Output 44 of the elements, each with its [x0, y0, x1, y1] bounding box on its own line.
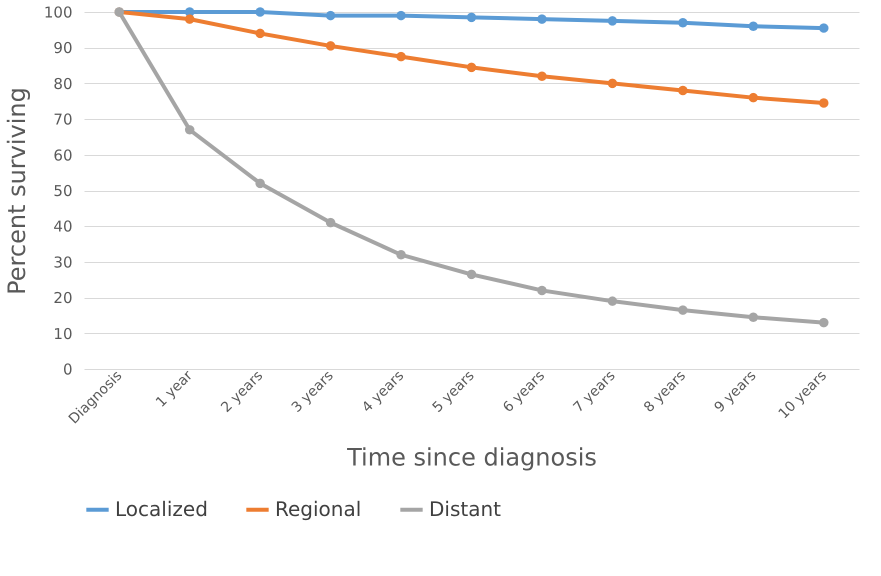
y-tick-label: 50	[53, 182, 72, 200]
legend-label: Localized	[115, 496, 208, 521]
y-tick-label: 80	[53, 74, 72, 93]
point	[326, 10, 336, 20]
point	[396, 52, 406, 62]
point	[184, 125, 194, 135]
point	[819, 23, 829, 33]
point	[819, 98, 829, 108]
point	[608, 78, 618, 88]
point	[537, 286, 547, 296]
y-tick-label: 10	[53, 324, 72, 343]
point	[396, 10, 406, 20]
point	[608, 296, 618, 306]
point	[466, 12, 476, 22]
point	[748, 22, 758, 32]
x-axis-title: Time since diagnosis	[346, 444, 597, 472]
y-tick-label: 20	[53, 289, 72, 308]
point	[255, 7, 265, 17]
point	[466, 62, 476, 72]
legend-label: Regional	[275, 496, 362, 521]
point	[396, 250, 406, 260]
y-tick-label: 100	[44, 4, 72, 22]
point	[255, 28, 265, 38]
y-tick-label: 60	[53, 146, 72, 164]
point	[678, 86, 688, 96]
point	[537, 72, 547, 81]
y-axis-title: Percent surviving	[2, 87, 31, 295]
point	[255, 178, 265, 188]
point	[184, 14, 194, 24]
point	[748, 312, 758, 322]
point	[748, 92, 758, 102]
legend-label: Distant	[429, 496, 502, 521]
point	[819, 318, 829, 328]
point	[678, 18, 688, 28]
point	[678, 305, 688, 315]
y-tick-label: 40	[53, 218, 72, 236]
point	[326, 41, 336, 51]
point	[326, 218, 336, 228]
y-tick-label: 70	[53, 110, 72, 129]
point	[466, 270, 476, 280]
y-tick-label: 90	[53, 39, 72, 58]
y-tick-label: 30	[53, 253, 72, 272]
point	[608, 16, 618, 26]
point	[537, 14, 547, 24]
